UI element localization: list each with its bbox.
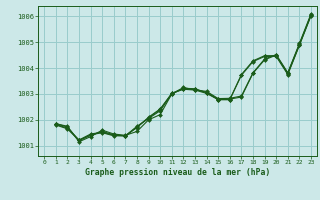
X-axis label: Graphe pression niveau de la mer (hPa): Graphe pression niveau de la mer (hPa)	[85, 168, 270, 177]
